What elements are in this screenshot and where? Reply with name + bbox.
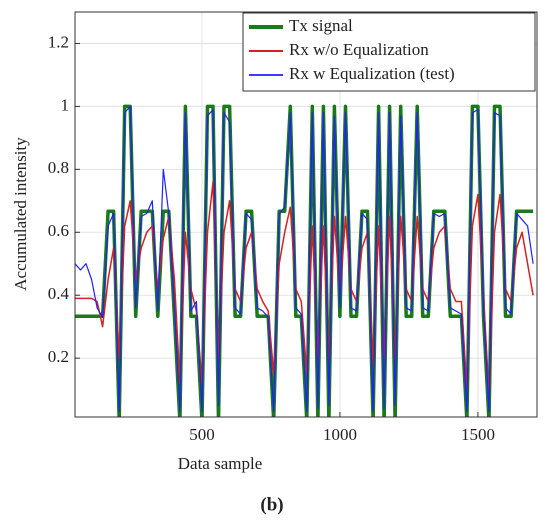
y-tick-label: 0.4 <box>48 284 70 303</box>
y-tick-label: 1.2 <box>48 32 69 51</box>
y-tick-label: 0.2 <box>48 347 69 366</box>
plot-frame <box>74 11 538 418</box>
x-tick-label: 1000 <box>323 425 357 444</box>
x-tick-label: 1500 <box>461 425 495 444</box>
series-line <box>75 181 534 397</box>
legend-box <box>242 12 536 92</box>
y-tick-label: 1 <box>61 95 70 114</box>
x-axis-label: Data sample <box>178 454 263 473</box>
y-axis-label: Accumulated intensity <box>11 137 30 291</box>
legend-label: Rx w/o Equalization <box>289 40 429 59</box>
legend-label: Tx signal <box>289 16 353 35</box>
legend-label: Rx w Equalization (test) <box>289 64 455 83</box>
x-tick-label: 500 <box>189 425 215 444</box>
y-tick-label: 0.8 <box>48 158 69 177</box>
y-tick-label: 0.6 <box>48 221 69 240</box>
subtitle: (b) <box>260 494 283 515</box>
series-line <box>75 105 534 413</box>
